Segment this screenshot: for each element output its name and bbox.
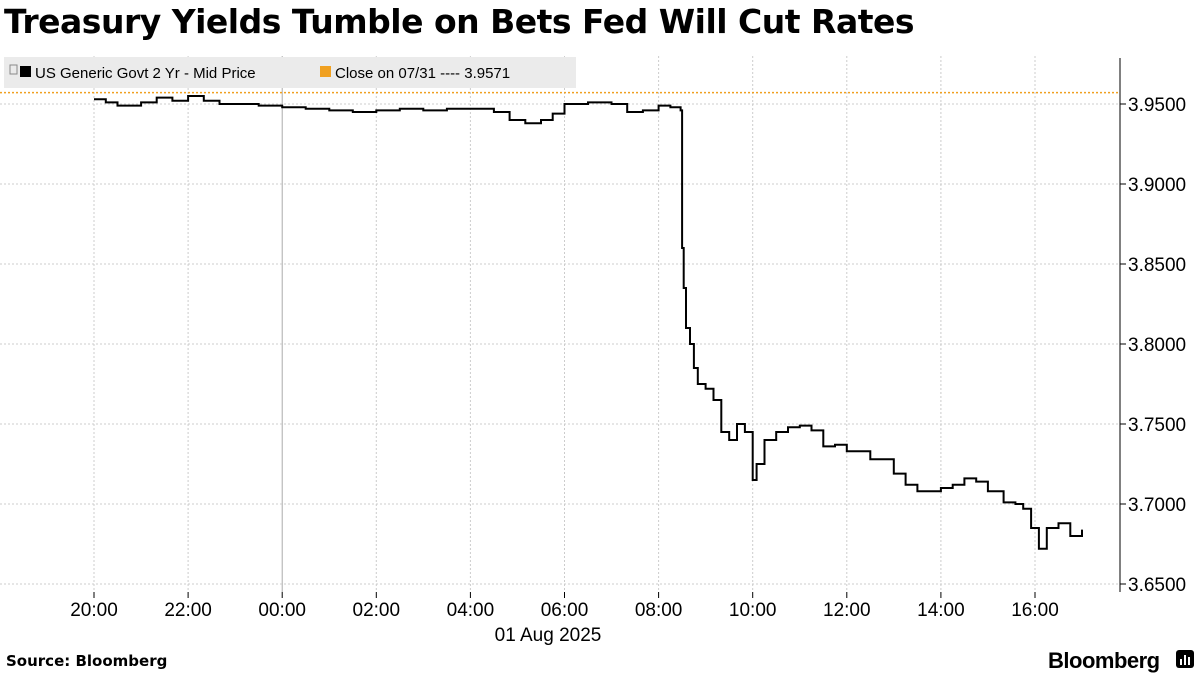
x-axis-date-label: 01 Aug 2025 bbox=[495, 625, 602, 646]
x-axis: 20:00 22:00 00:00 02:00 04:00 06:00 08:00 10:00… bbox=[70, 592, 1059, 621]
x-tick-label: 02:00 bbox=[353, 600, 401, 621]
x-tick-label: 10:00 bbox=[729, 600, 777, 621]
x-tick-label: 22:00 bbox=[164, 600, 212, 621]
legend-label-close: Close on 07/31 ---- 3.9571 bbox=[335, 65, 510, 82]
x-tick-label: 12:00 bbox=[823, 600, 871, 621]
y-axis: 3.9500 3.9000 3.8500 3.8000 3.7500 3.7000 3.65… bbox=[1120, 95, 1186, 596]
x-tick-label: 08:00 bbox=[635, 600, 683, 621]
series-line-us-2yr bbox=[94, 95, 1083, 550]
x-tick-label: 20:00 bbox=[70, 600, 118, 621]
legend-marker-series bbox=[20, 66, 31, 77]
y-tick-label: 3.8500 bbox=[1128, 255, 1186, 276]
chart-title: Treasury Yields Tumble on Bets Fed Will … bbox=[4, 2, 915, 41]
source-note: Source: Bloomberg bbox=[6, 652, 168, 670]
bloomberg-logo: Bloomberg bbox=[1048, 648, 1160, 673]
grid bbox=[0, 56, 1120, 592]
legend: US Generic Govt 2 Yr - Mid Price Close o… bbox=[4, 57, 576, 88]
y-tick-label: 3.9500 bbox=[1128, 95, 1186, 116]
x-tick-label: 04:00 bbox=[447, 600, 495, 621]
y-tick-label: 3.7500 bbox=[1128, 415, 1186, 436]
bloomberg-logo-icon bbox=[1176, 650, 1194, 668]
y-tick-label: 3.8000 bbox=[1128, 335, 1186, 356]
legend-marker-close bbox=[320, 66, 331, 77]
legend-label-series: US Generic Govt 2 Yr - Mid Price bbox=[35, 65, 256, 82]
y-tick-label: 3.6500 bbox=[1128, 575, 1186, 596]
x-tick-label: 16:00 bbox=[1011, 600, 1059, 621]
y-tick-label: 3.7000 bbox=[1128, 495, 1186, 516]
x-tick-label: 14:00 bbox=[917, 600, 965, 621]
x-tick-label: 00:00 bbox=[258, 600, 306, 621]
x-tick-label: 06:00 bbox=[541, 600, 589, 621]
legend-marker-outline bbox=[9, 64, 18, 75]
y-tick-label: 3.9000 bbox=[1128, 175, 1186, 196]
